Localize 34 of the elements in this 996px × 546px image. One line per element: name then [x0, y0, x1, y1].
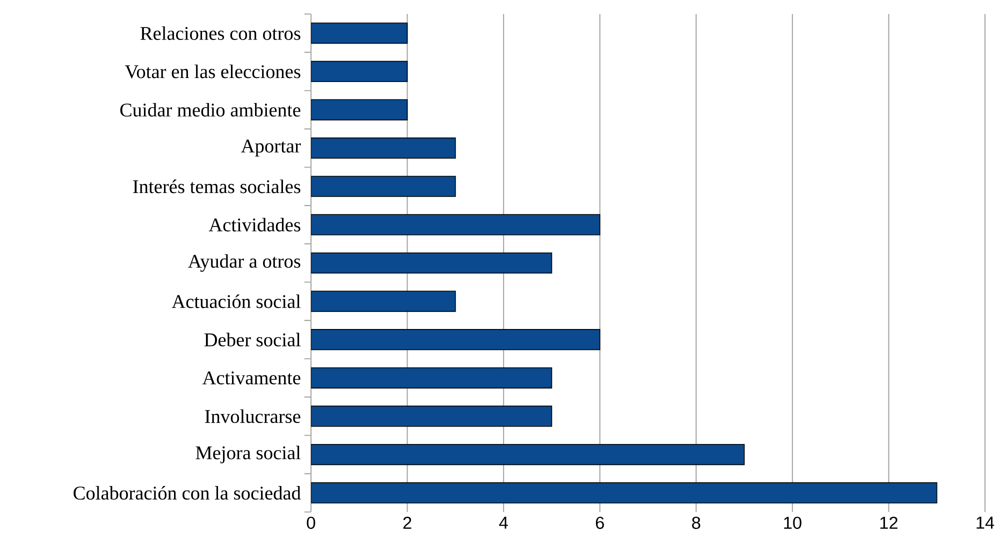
- bar: [311, 444, 745, 466]
- x-tick-label: 4: [499, 516, 508, 529]
- bar: [311, 138, 456, 159]
- y-tick-label: Deber social: [204, 332, 301, 346]
- bar: [311, 290, 456, 312]
- y-tick-label: Interés temas sociales: [133, 180, 300, 194]
- bar: [311, 252, 552, 274]
- x-tick-label: 8: [692, 516, 700, 529]
- y-tick-label: Relaciones con otros: [140, 26, 300, 40]
- y-tick-label: Activamente: [202, 371, 300, 384]
- x-tick-label: 10: [784, 516, 802, 529]
- bar: [311, 99, 408, 120]
- y-tick-label: Actuación social: [172, 294, 301, 308]
- x-tick-label: 0: [306, 516, 316, 529]
- x-tick-label: 6: [596, 516, 604, 529]
- y-tick-label: Cuidar medio ambiente: [120, 102, 300, 117]
- bar: [311, 60, 408, 82]
- y-tick-label: Aportar: [241, 140, 301, 157]
- bar: [311, 367, 552, 388]
- x-tick-label: 2: [403, 516, 412, 529]
- x-tick-label: 12: [880, 516, 898, 529]
- bar: [311, 406, 552, 427]
- y-tick-label: Votar en las elecciones: [124, 64, 300, 78]
- y-tick-label: Mejora social: [196, 446, 301, 464]
- bar: [311, 22, 408, 44]
- bar: [311, 482, 938, 504]
- bar: [311, 214, 600, 236]
- bar: [311, 176, 456, 197]
- x-tick-label: 14: [976, 516, 994, 529]
- y-tick-label: Actividades: [208, 218, 300, 232]
- y-tick-label: Involucrarse: [205, 409, 300, 424]
- bar: [311, 329, 600, 350]
- y-tick-label: Ayudar a otros: [188, 254, 300, 272]
- y-tick-label: Colaboración con la sociedad: [74, 486, 301, 500]
